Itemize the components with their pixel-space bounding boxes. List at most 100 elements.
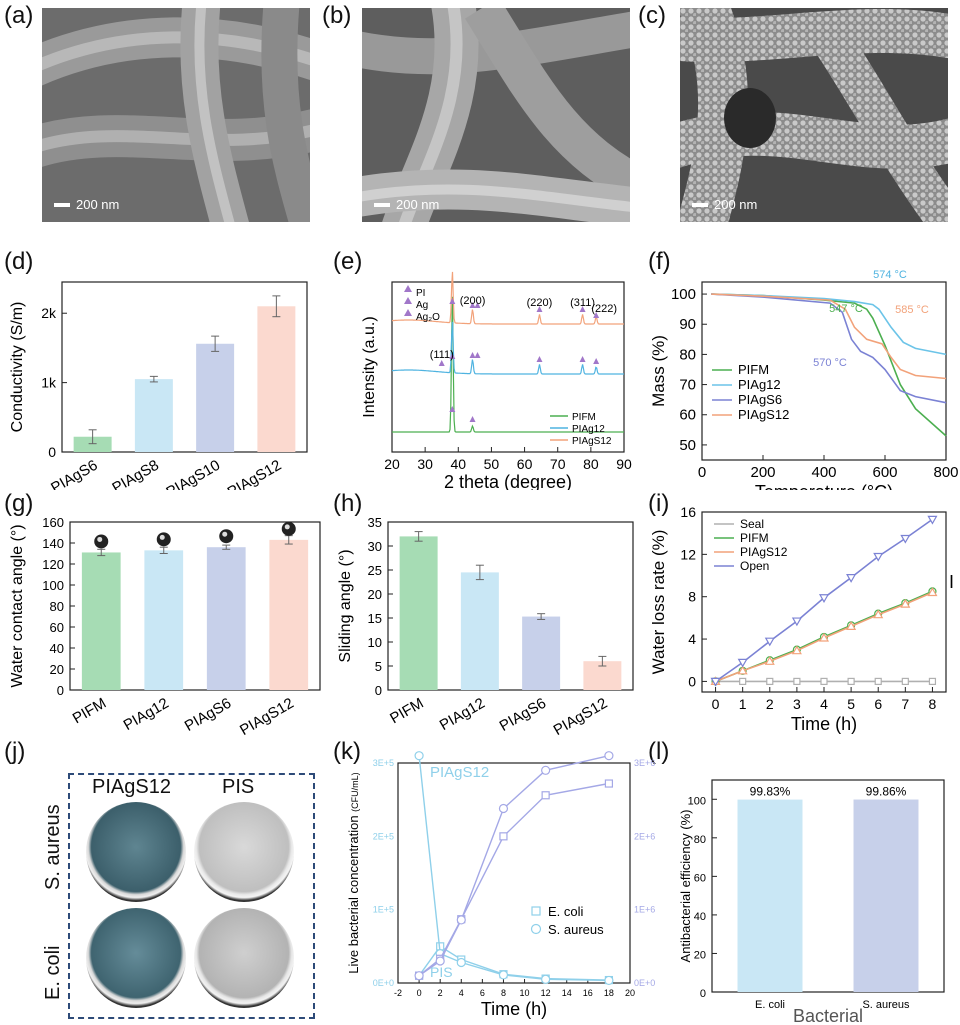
sem-image-b: 200 nm (362, 8, 630, 222)
chart-f-legend-label: PIAg12 (738, 377, 781, 392)
chart-k-point (604, 779, 614, 788)
chart-i-xtick-label: 2 (766, 696, 774, 712)
chart-e-frame (391, 281, 625, 453)
panel-label-i: (i) (648, 490, 670, 517)
chart-e-peak-marker (536, 356, 543, 362)
chart-d-category-label: PIAgS12 (225, 457, 285, 490)
chart-k-xtick-label: 16 (583, 988, 593, 998)
chart-l-ytick-label: 60 (694, 872, 706, 884)
sem-fibers-c (680, 8, 948, 222)
chart-i-side-mark: I (949, 572, 954, 592)
panel-label-a: (a) (4, 2, 34, 29)
chart-k-bacteria: -2 0 2 4 6 8 10 12 14 16 18 200E+01E+52E+53E+50E+01… (346, 751, 655, 1019)
chart-f-tga: 0 200 400 600 8005060708090100PIFMPIAg12PIAg… (649, 269, 959, 490)
panel-label-j: (j) (4, 738, 26, 765)
panel-label-h: (h) (333, 490, 363, 517)
chart-h-bar (522, 616, 561, 690)
chart-k-ytick-label: 1E+5 (373, 905, 394, 915)
scalebar-a: 200 nm (54, 197, 119, 212)
chart-i-point (791, 617, 802, 627)
chart-e-marker-swatch (404, 285, 412, 292)
chart-l-xlabel: Bacterial (793, 1006, 863, 1025)
panel-label-f: (f) (648, 248, 671, 275)
chart-d-category-label: PIAgS10 (163, 457, 223, 490)
chart-i-point (846, 574, 857, 583)
chart-f-ytick-label: 90 (679, 316, 696, 333)
panel-label-k: (k) (333, 738, 361, 765)
chart-f-ytick-label: 50 (679, 437, 696, 454)
chart-i-point (900, 534, 911, 544)
panel-label-d: (d) (4, 248, 34, 275)
chart-e-peak-marker (579, 356, 586, 362)
chart-i-legend-label: Open (740, 559, 769, 573)
chart-f-annotation: 547 °C (829, 303, 863, 315)
chart-l-frame (711, 779, 945, 993)
plate-piags12-s-aureus (86, 802, 186, 902)
chart-e-peak-marker (438, 360, 445, 366)
chart-i-point (737, 658, 748, 668)
chart-e-peak-marker (469, 352, 476, 358)
chart-l-category-label: S. aureus (862, 999, 910, 1011)
chart-d-ytick-label: 0 (48, 444, 56, 460)
chart-e-series-line (392, 271, 624, 325)
chart-e-peak-marker (469, 302, 476, 308)
chart-i-legend-label: PIFM (740, 531, 769, 545)
chart-e-xtick-label: 20 (384, 456, 400, 472)
chart-e-peak-label: (200) (460, 295, 486, 307)
chart-i-xlabel: Time (h) (791, 714, 857, 734)
chart-k-xtick-label: 6 (480, 988, 485, 998)
chart-g-droplet-highlight (159, 534, 165, 540)
chart-i-point (928, 677, 937, 686)
chart-k-legend-swatch (531, 906, 541, 916)
chart-g-bar (206, 547, 246, 690)
chart-i-point (927, 587, 938, 597)
chart-e-peak-marker (593, 358, 600, 364)
chart-f-legend-label: PIAgS12 (738, 407, 789, 422)
chart-k-y2tick-label: 2E+6 (634, 831, 655, 841)
chart-g-bar (269, 539, 309, 690)
chart-e-peak-label: (311) (570, 297, 595, 309)
chart-h-ytick-label: 30 (368, 539, 382, 554)
chart-i-xtick-label: 0 (712, 696, 720, 712)
chart-l-ytick-label: 80 (694, 834, 706, 846)
chart-k-y2tick-label: 3E+6 (634, 758, 655, 768)
chart-g-droplet (219, 529, 234, 544)
chart-e-series-line (392, 296, 624, 433)
chart-g-category-label: PIFM (70, 695, 110, 728)
chart-i-point (710, 677, 721, 687)
chart-h-category-label: PIAgS6 (497, 695, 550, 735)
chart-g-ylabel: Water contact angle (°) (9, 524, 26, 687)
chart-k-point (604, 975, 614, 986)
chart-k-xtick-label: 2 (438, 988, 443, 998)
chart-k-xtick-label: 4 (459, 988, 464, 998)
plate-pis-s-aureus (194, 802, 294, 902)
chart-e-peak-label: (220) (527, 297, 553, 309)
chart-i-ytick-label: 8 (688, 589, 696, 605)
chart-e-peak-marker (469, 416, 476, 422)
chart-i-point (900, 598, 911, 608)
chart-h-ytick-label: 5 (375, 659, 382, 674)
chart-k-point (541, 765, 551, 775)
chart-i-point (846, 621, 857, 630)
chart-e-xtick-label: 90 (616, 456, 632, 472)
chart-k-xtick-label: -2 (394, 988, 402, 998)
chart-k-point (414, 971, 424, 981)
chart-g-contact-angle: 0 20 40 60 80 100 120 140 160 PIFM PIAg12 PIAgS6 PIA… (9, 515, 321, 739)
chart-l-ylabel: Antibacterial efficiency (%) (678, 810, 693, 963)
chart-f-legend-label: PIAgS6 (738, 392, 782, 407)
chart-k-group-label: PIS (430, 964, 453, 980)
chart-g-ytick-label: 20 (50, 662, 64, 677)
chart-i-ytick-label: 16 (680, 504, 696, 520)
chart-h-category-label: PIAg12 (437, 695, 488, 734)
chart-l-ytick-label: 100 (688, 795, 706, 807)
chart-i-xtick-label: 7 (901, 696, 909, 712)
chart-f-series-line (711, 293, 947, 404)
chart-e-peak-label: (222) (591, 303, 617, 315)
chart-d-ylabel: Conductivity (S/m) (9, 302, 26, 433)
chart-l-category-label: E. coli (755, 999, 785, 1011)
chart-d-ytick-label: 2k (41, 305, 57, 321)
chart-i-point (764, 656, 775, 665)
chart-k-legend-label: E. coli (548, 904, 584, 919)
chart-i-point (737, 665, 748, 675)
